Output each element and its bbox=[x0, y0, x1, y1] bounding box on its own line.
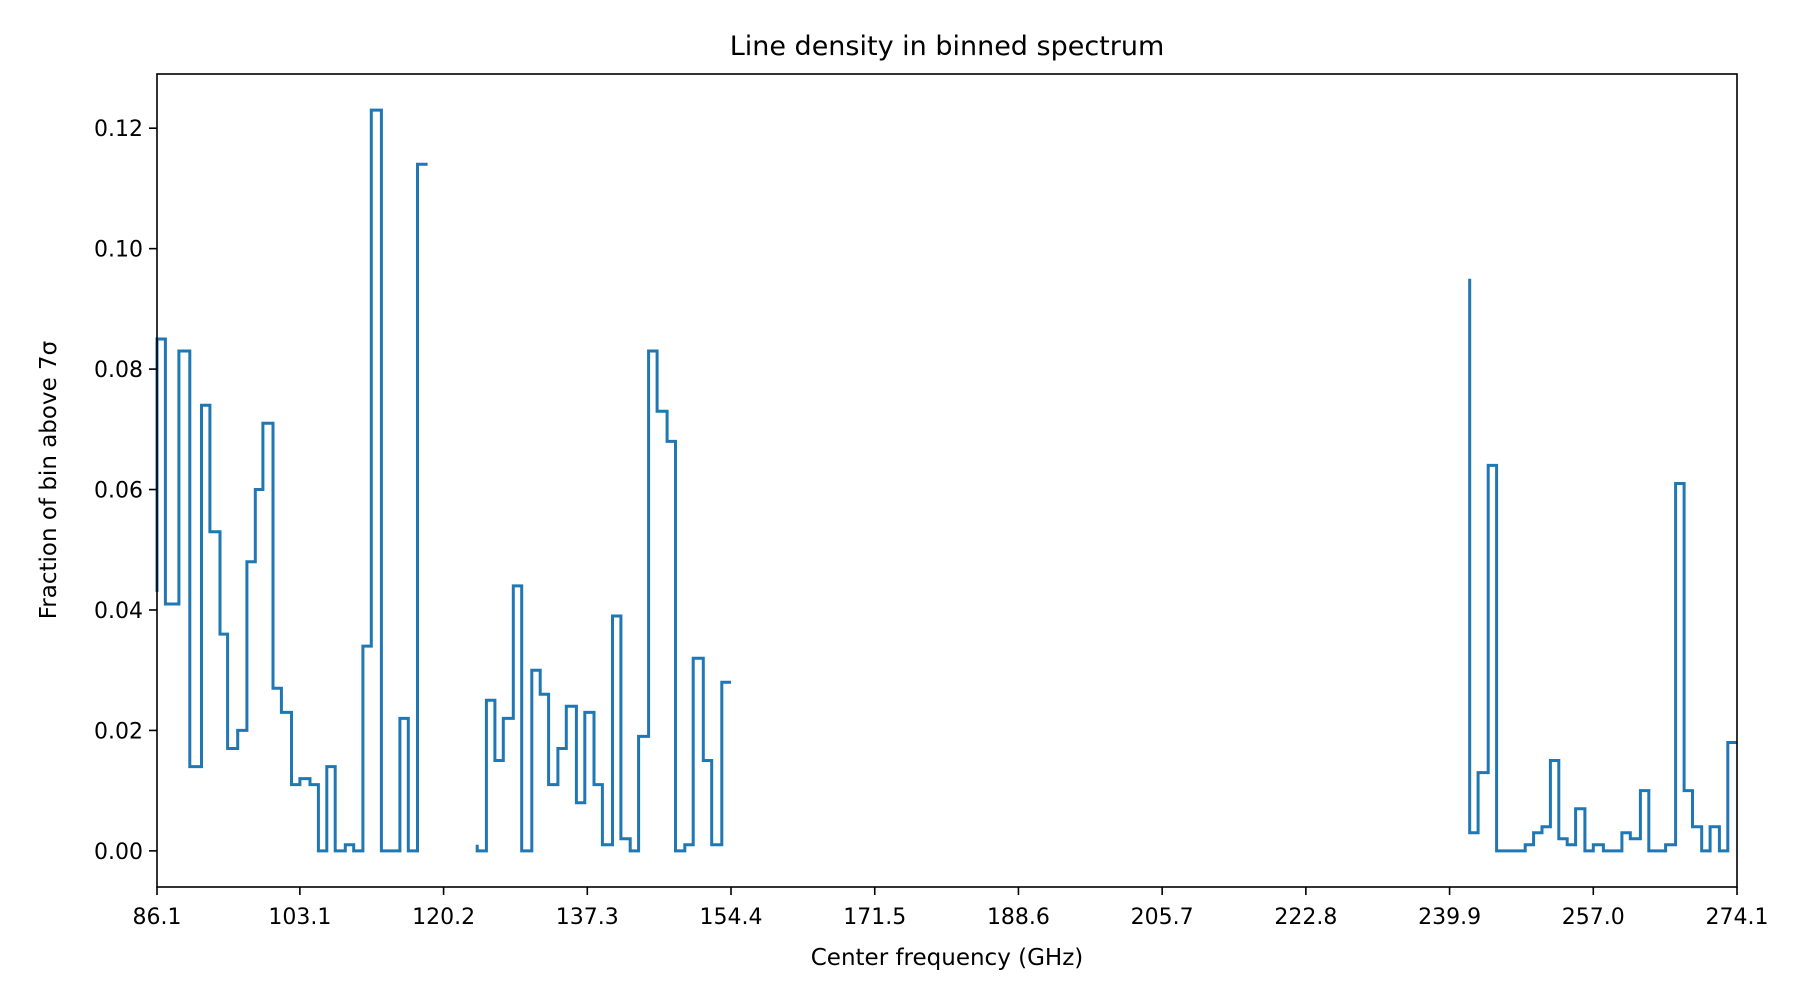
y-tick-label: 0.06 bbox=[94, 479, 143, 504]
x-tick-label: 205.7 bbox=[1131, 905, 1194, 930]
y-axis-label: Fraction of bin above 7σ bbox=[36, 341, 62, 620]
y-tick-label: 0.12 bbox=[94, 117, 143, 142]
x-axis: 86.1 103.1 120.2 137.3 154.4 171.5 188.6 205.7 2… bbox=[133, 887, 1769, 930]
x-tick-label: 154.4 bbox=[700, 905, 763, 930]
x-tick-label: 171.5 bbox=[843, 905, 906, 930]
y-tick-label: 0.08 bbox=[94, 358, 143, 383]
y-tick-label: 0.02 bbox=[94, 719, 143, 744]
x-axis-label: Center frequency (GHz) bbox=[811, 945, 1084, 971]
x-tick-label: 120.2 bbox=[412, 905, 475, 930]
x-tick-label: 103.1 bbox=[268, 905, 331, 930]
x-tick-label: 274.1 bbox=[1706, 905, 1769, 930]
x-tick-label: 137.3 bbox=[556, 905, 619, 930]
y-axis: 0.00 0.02 0.04 0.06 0.08 0.10 0.12 bbox=[94, 117, 157, 865]
x-tick-label: 188.6 bbox=[987, 905, 1050, 930]
series-line-segment-1 bbox=[155, 108, 428, 853]
y-tick-label: 0.00 bbox=[94, 840, 143, 865]
x-tick-label: 222.8 bbox=[1274, 905, 1337, 930]
x-tick-label: 239.9 bbox=[1418, 905, 1481, 930]
plot-frame bbox=[156, 73, 1738, 888]
series-line-segment-3 bbox=[1468, 278, 1737, 853]
series-line-segment-2 bbox=[475, 349, 731, 853]
y-tick-label: 0.10 bbox=[94, 238, 143, 263]
chart-title: Line density in binned spectrum bbox=[730, 31, 1165, 62]
x-tick-label: 86.1 bbox=[133, 905, 182, 930]
plot-area bbox=[155, 108, 1737, 853]
y-tick-label: 0.04 bbox=[94, 599, 143, 624]
x-tick-label: 257.0 bbox=[1562, 905, 1625, 930]
